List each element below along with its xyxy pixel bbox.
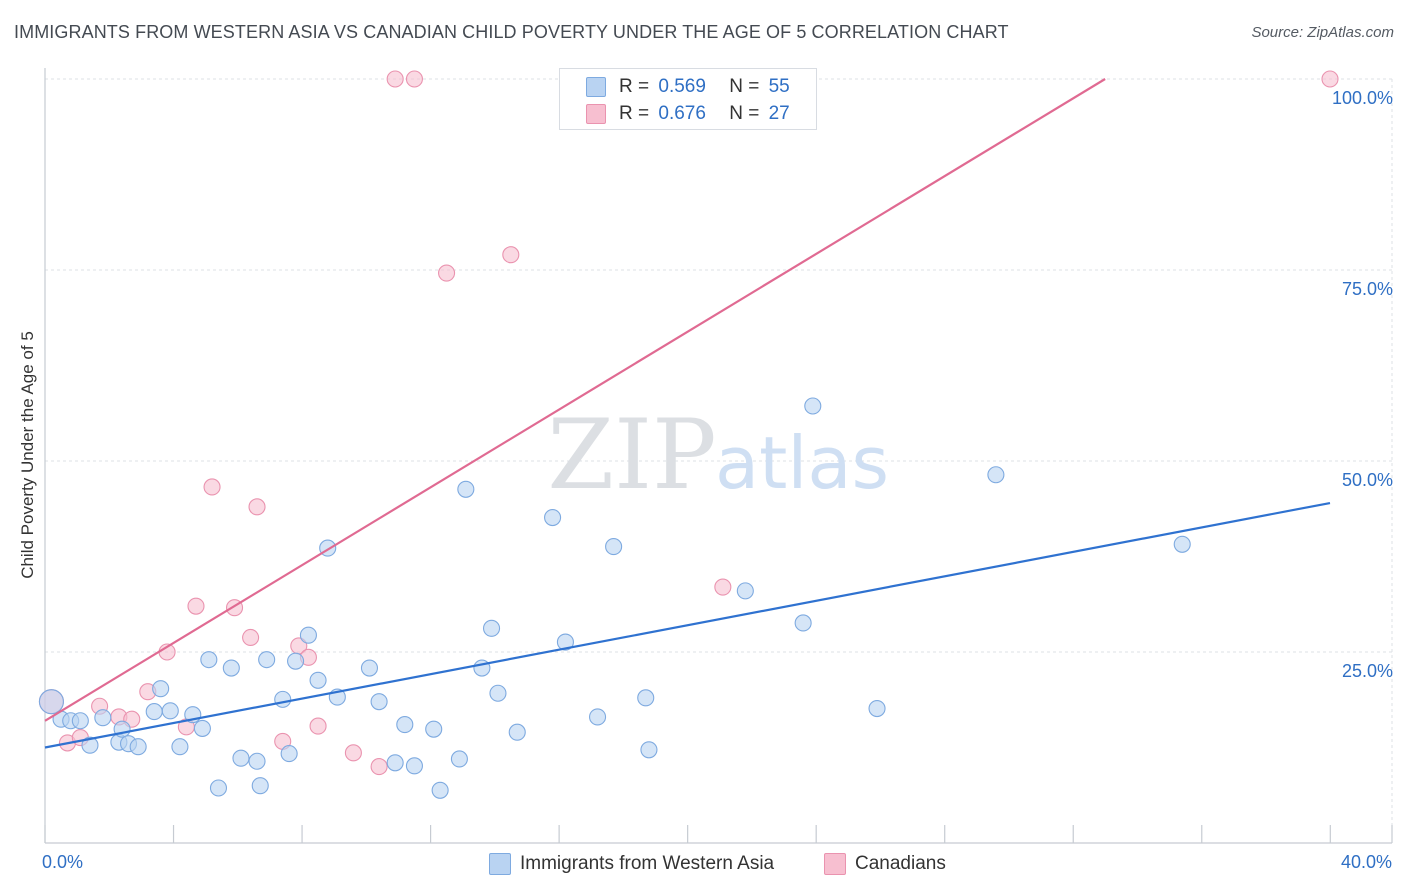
data-point bbox=[386, 70, 404, 88]
data-point bbox=[251, 777, 269, 795]
data-point bbox=[209, 779, 228, 797]
watermark: ZIP atlas bbox=[547, 399, 889, 511]
trend-line-western-asia bbox=[44, 501, 1331, 749]
data-point bbox=[431, 781, 449, 799]
data-point bbox=[145, 703, 163, 721]
y-tick-label: 25.0% bbox=[1342, 661, 1393, 681]
data-point bbox=[309, 717, 327, 735]
data-point bbox=[794, 614, 812, 632]
chart-title: IMMIGRANTS FROM WESTERN ASIA VS CANADIAN… bbox=[14, 22, 1009, 42]
data-point bbox=[714, 578, 732, 596]
data-point bbox=[187, 597, 205, 615]
data-point bbox=[193, 719, 211, 737]
data-point bbox=[457, 480, 475, 498]
data-point bbox=[344, 744, 362, 762]
legend-label: Immigrants from Western Asia bbox=[520, 853, 775, 874]
trend-lines bbox=[44, 78, 1331, 749]
data-point bbox=[248, 498, 266, 516]
data-point bbox=[804, 397, 822, 415]
data-point bbox=[370, 693, 388, 711]
data-point bbox=[405, 757, 423, 775]
legend-swatch-pink bbox=[824, 853, 846, 875]
grid-layer bbox=[45, 78, 1393, 843]
data-point bbox=[274, 690, 292, 708]
data-point bbox=[438, 264, 456, 282]
data-point bbox=[425, 720, 443, 738]
n-value: 55 bbox=[768, 76, 790, 97]
data-point bbox=[171, 738, 189, 756]
data-point bbox=[232, 749, 250, 767]
data-point bbox=[386, 754, 404, 772]
data-point bbox=[152, 680, 170, 698]
legend-label: Canadians bbox=[855, 853, 946, 874]
data-point bbox=[987, 466, 1005, 484]
r-value: 0.676 bbox=[658, 103, 706, 124]
data-point bbox=[38, 689, 64, 715]
y-tick-label: 100.0% bbox=[1332, 88, 1393, 108]
data-point bbox=[736, 582, 754, 600]
data-point bbox=[1321, 70, 1339, 88]
trend-line-canadians bbox=[44, 78, 1106, 722]
data-point bbox=[405, 70, 423, 88]
data-point bbox=[71, 712, 89, 730]
data-point bbox=[502, 246, 520, 264]
data-point bbox=[94, 709, 112, 727]
r-value: 0.569 bbox=[658, 76, 706, 97]
r-label: R = bbox=[619, 103, 650, 124]
data-point bbox=[280, 745, 298, 763]
data-point bbox=[605, 538, 623, 556]
legend-swatch-blue bbox=[489, 853, 511, 875]
data-point bbox=[200, 651, 218, 669]
watermark-atlas: atlas bbox=[715, 421, 889, 505]
r-label: R = bbox=[619, 76, 650, 97]
legend-swatch-pink bbox=[586, 104, 606, 124]
data-point bbox=[588, 708, 607, 726]
data-point bbox=[396, 716, 414, 734]
data-point bbox=[370, 758, 388, 776]
data-point bbox=[544, 508, 562, 527]
data-point bbox=[299, 626, 317, 644]
data-point bbox=[508, 723, 526, 741]
stats-legend: R = 0.569 N = 55 R = 0.676 N = 27 bbox=[559, 68, 817, 130]
watermark-zip: ZIP bbox=[547, 399, 716, 511]
y-tick-label: 75.0% bbox=[1342, 279, 1393, 299]
data-point bbox=[640, 741, 658, 759]
data-point bbox=[248, 752, 266, 770]
legend-swatch-blue bbox=[586, 77, 606, 97]
axis-layer bbox=[44, 68, 1393, 844]
data-point bbox=[556, 633, 574, 651]
x-tick-max: 40.0% bbox=[1340, 852, 1392, 872]
data-point bbox=[482, 619, 501, 637]
data-point bbox=[161, 702, 179, 720]
data-point bbox=[450, 750, 468, 768]
data-point bbox=[637, 689, 655, 707]
n-label: N = bbox=[729, 103, 760, 124]
data-point bbox=[242, 628, 260, 647]
y-tick-label: 50.0% bbox=[1342, 470, 1393, 490]
n-label: N = bbox=[729, 76, 760, 97]
x-tick-min: 0.0% bbox=[42, 852, 84, 872]
data-point bbox=[287, 652, 305, 670]
data-point bbox=[81, 736, 99, 754]
data-point bbox=[309, 671, 327, 689]
y-tick-labels: 25.0% 50.0% 75.0% 100.0% bbox=[1332, 88, 1393, 681]
data-point bbox=[489, 684, 507, 702]
series-legend: Immigrants from Western Asia Canadians bbox=[0, 852, 1406, 876]
data-point bbox=[222, 659, 240, 677]
n-value: 27 bbox=[768, 103, 790, 124]
data-point bbox=[868, 699, 886, 718]
source-label: Source: ZipAtlas.com bbox=[1251, 24, 1394, 41]
data-point bbox=[129, 738, 147, 756]
data-point bbox=[360, 659, 379, 677]
data-point bbox=[203, 478, 221, 496]
data-point bbox=[258, 651, 276, 669]
data-point bbox=[1173, 535, 1191, 553]
